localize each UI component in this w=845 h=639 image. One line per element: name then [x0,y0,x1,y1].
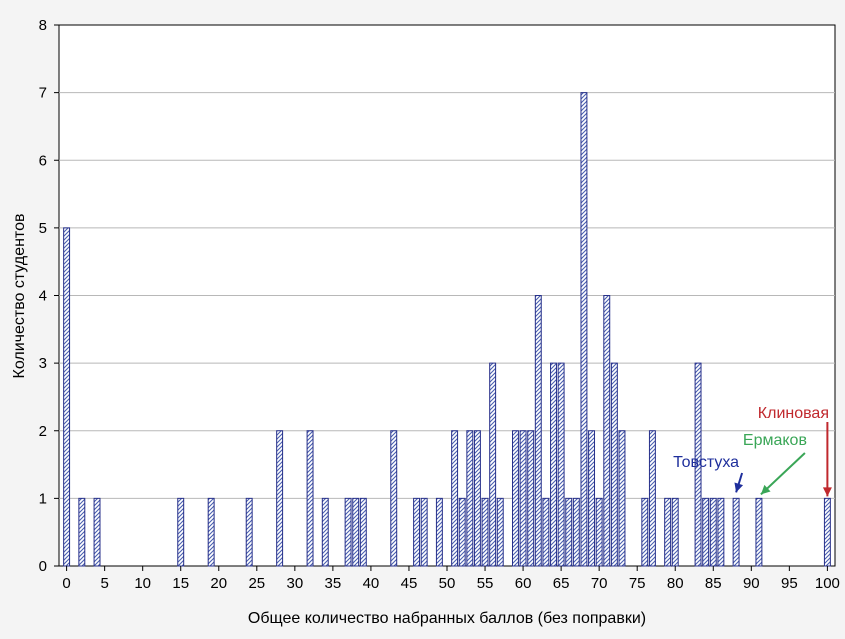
bar [671,497,679,567]
y-axis-ticks: 0 1 2 3 4 5 6 7 8 [39,17,59,575]
y-tick-label: 3 [39,355,47,372]
annotation-label: Товстуха [673,454,739,471]
bar [321,497,329,567]
bar [603,295,611,567]
bar [78,497,86,567]
y-tick-label: 1 [39,490,47,507]
x-tick-label: 55 [477,575,494,592]
bar [732,497,740,567]
bar [359,497,367,567]
bar [527,430,535,567]
x-tick-label: 35 [325,575,342,592]
bar [595,497,603,567]
bar [648,430,656,567]
bar [664,497,672,567]
bar [702,497,710,567]
x-tick-label: 0 [62,575,70,592]
bar [489,362,497,567]
annotation-arrow [760,452,806,496]
x-tick-label: 45 [401,575,418,592]
bar [451,430,459,567]
bar [352,497,360,567]
bar [610,362,618,567]
annotation-arrowhead [760,484,771,495]
bar [413,497,421,567]
annotation-label: Клиновая [758,405,829,422]
bar [557,362,565,567]
x-axis-ticks: 0 5 10 15 20 25 30 35 40 45 50 55 60 65 70 75 80 85 90 95 10… [62,566,840,592]
x-tick-label: 65 [553,575,570,592]
x-tick-label: 85 [705,575,722,592]
y-tick-label: 0 [39,558,47,575]
x-tick-label: 50 [439,575,456,592]
y-tick-label: 4 [39,288,47,305]
bar [344,497,352,567]
x-tick-label: 60 [515,575,532,592]
bar [572,497,580,567]
y-tick-label: 8 [39,17,47,34]
x-tick-label: 15 [172,575,189,592]
y-tick-label: 5 [39,220,47,237]
x-axis-label: Общее количество набранных баллов (без п… [248,610,646,627]
bar [435,497,443,567]
bar [496,497,504,567]
bar [565,497,573,567]
bar [306,430,314,567]
bar [276,430,284,567]
x-tick-label: 40 [363,575,380,592]
bar [512,430,519,567]
x-tick-label: 25 [248,575,265,592]
bar [466,430,474,567]
bar [534,295,542,567]
bar [542,497,550,567]
bar [550,362,557,567]
x-tick-label: 75 [629,575,646,592]
bar [618,430,626,567]
x-tick-label: 20 [210,575,227,592]
annotation-arrowhead [734,482,744,493]
annotation-arrowhead [822,487,832,497]
bar [755,497,763,567]
y-tick-label: 7 [39,85,47,102]
bar [93,497,101,567]
bars [63,92,831,567]
x-tick-label: 70 [591,575,608,592]
bar [717,497,725,567]
y-tick-label: 2 [39,423,47,440]
x-tick-label: 30 [286,575,303,592]
bar [458,497,466,567]
bar [473,430,481,567]
bar [588,430,596,567]
bar [420,497,428,567]
bar [823,497,831,567]
x-tick-label: 95 [781,575,798,592]
bar [177,497,185,567]
bar [390,430,398,567]
bar [245,497,253,567]
bar [207,497,215,567]
x-tick-label: 10 [134,575,151,592]
bar [63,227,71,567]
bar [641,497,649,567]
bar [580,92,588,567]
bar [519,430,527,567]
y-axis-label: Количество студентов [11,214,28,379]
x-tick-label: 5 [100,575,108,592]
x-tick-label: 90 [743,575,760,592]
x-tick-label: 80 [667,575,684,592]
y-tick-label: 6 [39,152,47,169]
bar [481,497,489,567]
x-tick-label: 100 [815,575,840,592]
bar [694,362,702,567]
bar [709,497,717,567]
annotation-label: Ермаков [743,432,807,449]
